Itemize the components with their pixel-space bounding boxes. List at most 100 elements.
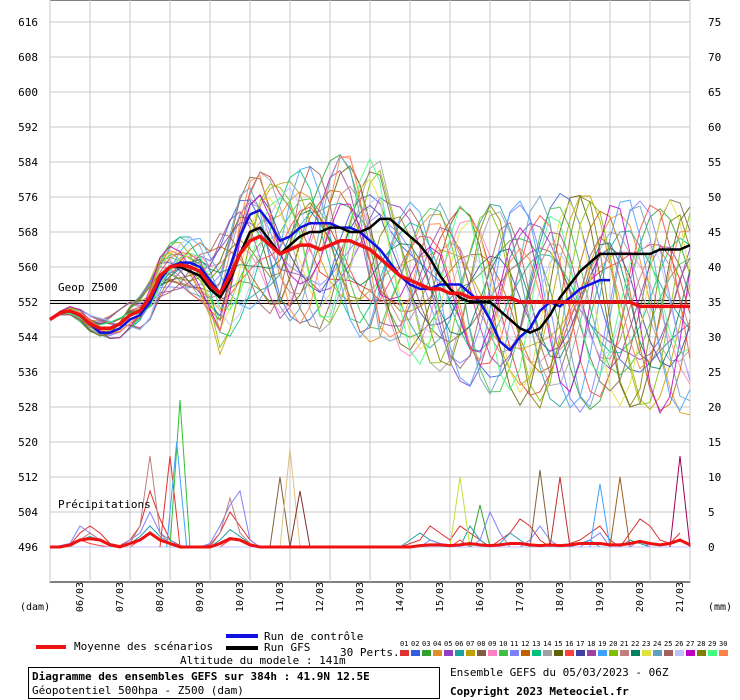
right-tick-label: 10 (708, 471, 721, 484)
precip-spike (669, 455, 691, 548)
gfs-legend-swatch (226, 646, 258, 650)
control-legend-swatch (226, 634, 258, 638)
left-tick-label: 576 (18, 191, 38, 204)
right-tick-label: 20 (708, 401, 721, 414)
precip-spike (529, 469, 551, 548)
member-number-14: 14 (543, 640, 552, 648)
member-number-29: 29 (708, 640, 717, 648)
x-tick-label: 17/03 (515, 582, 526, 612)
x-tick-label: 11/03 (275, 582, 286, 612)
member-line (49, 196, 691, 387)
member-number-23: 23 (642, 640, 651, 648)
member-line (49, 178, 691, 407)
member-number-13: 13 (532, 640, 541, 648)
member-swatch (708, 650, 717, 656)
x-tick-label: 16/03 (475, 582, 486, 612)
member-number-16: 16 (565, 640, 574, 648)
right-tick-label: 75 (708, 16, 721, 29)
x-tick-label: 08/03 (155, 582, 166, 612)
member-number-06: 06 (455, 640, 464, 648)
left-tick-label: 552 (18, 296, 38, 309)
title-box: Diagramme des ensembles GEFS sur 384h : … (28, 667, 440, 699)
control-legend-label: Run de contrôle (264, 630, 364, 643)
member-line (49, 155, 691, 370)
precip-spike (449, 476, 471, 548)
member-swatch (664, 650, 673, 656)
member-swatch (488, 650, 497, 656)
right-tick-label: 30 (708, 331, 721, 344)
member-swatch (719, 650, 728, 656)
member-line (49, 165, 691, 374)
precip-spike (589, 483, 611, 548)
member-number-08: 08 (477, 640, 486, 648)
member-number-02: 02 (411, 640, 420, 648)
member-number-11: 11 (510, 640, 519, 648)
member-swatch (642, 650, 651, 656)
x-tick-label: 09/03 (195, 582, 206, 612)
left-tick-label: 520 (18, 436, 38, 449)
left-tick-label: 560 (18, 261, 38, 274)
precip-spike (159, 455, 181, 548)
precip-spike (289, 490, 311, 548)
member-swatch (631, 650, 640, 656)
right-tick-label: 60 (708, 121, 721, 134)
member-swatch (697, 650, 706, 656)
member-number-24: 24 (653, 640, 662, 648)
control-run-line (49, 208, 610, 352)
member-line (49, 169, 691, 406)
member-line (49, 195, 691, 410)
member-line (49, 187, 691, 379)
title-line-1: Diagramme des ensembles GEFS sur 384h : … (32, 670, 370, 683)
mean-legend-label: Moyenne des scénarios (74, 640, 214, 653)
member-swatch (510, 650, 519, 656)
member-number-04: 04 (433, 640, 442, 648)
member-number-18: 18 (587, 640, 596, 648)
left-tick-label: 536 (18, 366, 38, 379)
member-swatch (433, 650, 442, 656)
geop-z500-label: Geop Z500 (58, 281, 118, 294)
member-swatch (554, 650, 563, 656)
member-swatch (653, 650, 662, 656)
member-swatch (620, 650, 629, 656)
x-tick-label: 14/03 (395, 582, 406, 612)
right-tick-label: 65 (708, 86, 721, 99)
member-number-19: 19 (598, 640, 607, 648)
member-swatch (466, 650, 475, 656)
right-tick-label: 15 (708, 436, 721, 449)
x-tick-label: 19/03 (595, 582, 606, 612)
left-tick-label: 528 (18, 401, 38, 414)
member-number-12: 12 (521, 640, 530, 648)
member-number-30: 30 (719, 640, 728, 648)
precipitations-label: Précipitations (58, 498, 151, 511)
member-number-20: 20 (609, 640, 618, 648)
left-tick-label: 568 (18, 226, 38, 239)
right-tick-label: 70 (708, 51, 721, 64)
member-swatch (675, 650, 684, 656)
right-tick-label: 50 (708, 191, 721, 204)
member-swatch (576, 650, 585, 656)
ensemble-mean-line (49, 234, 690, 331)
member-number-10: 10 (499, 640, 508, 648)
member-number-09: 09 (488, 640, 497, 648)
member-swatch (499, 650, 508, 656)
precip-spike (469, 504, 491, 548)
run-info: Ensemble GEFS du 05/03/2023 - 06Z (450, 666, 669, 679)
precip-spike (166, 441, 188, 548)
member-line (49, 180, 691, 411)
left-tick-label: 616 (18, 16, 38, 29)
left-tick-label: 584 (18, 156, 38, 169)
left-tick-label: 512 (18, 471, 38, 484)
left-axis-unit: (dam) (20, 602, 50, 613)
member-number-15: 15 (554, 640, 563, 648)
right-tick-label: 25 (708, 366, 721, 379)
precip-spike (549, 476, 571, 548)
right-tick-label: 45 (708, 226, 721, 239)
member-number-28: 28 (697, 640, 706, 648)
x-tick-label: 15/03 (435, 582, 446, 612)
member-swatch (598, 650, 607, 656)
member-swatch (477, 650, 486, 656)
altitude-label: Altitude du modele : 141m (180, 654, 346, 667)
member-swatch (543, 650, 552, 656)
